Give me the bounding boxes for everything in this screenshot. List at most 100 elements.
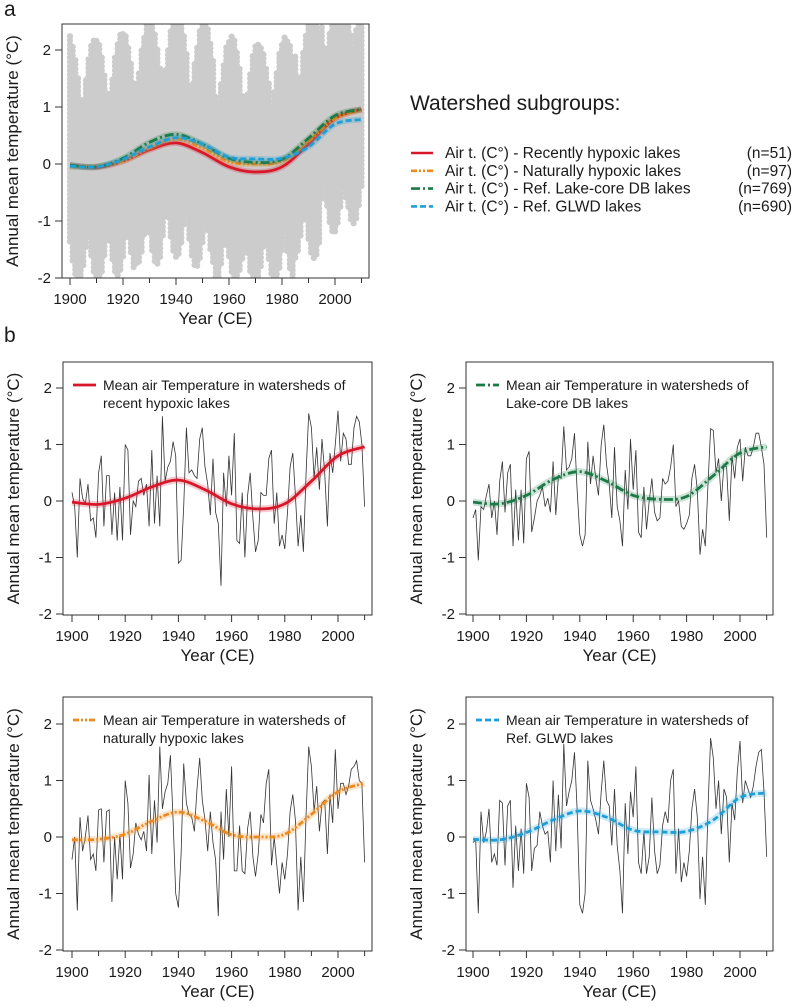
legend-entry: Air t. (C°) - Recently hypoxic lakes (n=5… <box>411 145 792 162</box>
scatter-point <box>72 65 79 72</box>
scatter-point <box>233 49 240 56</box>
scatter-point <box>154 55 161 62</box>
scatter-point <box>154 50 161 58</box>
scatter-point <box>340 0 346 1</box>
scatter-point <box>335 0 341 4</box>
scatter-point <box>74 92 82 99</box>
legend-label: Air t. (C°) - Ref. GLWD lakes <box>445 198 641 215</box>
scatter-point <box>101 239 108 246</box>
scatter-point <box>337 7 343 13</box>
scatter-point <box>335 2 341 8</box>
scatter-point <box>98 63 105 70</box>
scatter-point <box>332 0 338 4</box>
scatter-point <box>151 35 158 43</box>
scatter-point <box>101 81 108 88</box>
scatter-point <box>135 254 142 261</box>
scatter-point <box>332 15 338 21</box>
scatter-point <box>125 45 132 52</box>
scatter-point <box>159 219 166 226</box>
scatter-point <box>311 16 317 22</box>
scatter-point <box>159 223 166 230</box>
scatter-point <box>340 16 346 22</box>
legend-watershed-subgroups: Watershed subgroups: Air t. (C°) - Recen… <box>410 92 792 215</box>
scatter-point <box>340 12 346 18</box>
scatter-point <box>335 10 341 16</box>
scatter-point <box>130 80 137 87</box>
scatter-point <box>96 46 103 53</box>
scatter-point <box>127 69 134 76</box>
scatter-point <box>343 10 349 16</box>
scatter-point <box>101 247 108 254</box>
scatter-point <box>337 0 343 5</box>
scatter-point <box>210 57 217 65</box>
scatter-point <box>72 57 79 64</box>
scatter-point <box>74 75 82 82</box>
scatter-point <box>214 277 218 278</box>
scatter-point <box>154 260 161 267</box>
scatter-point <box>236 65 243 73</box>
scatter-point <box>176 16 182 22</box>
scatter-point <box>154 46 161 53</box>
scatter-point <box>335 6 341 12</box>
scatter-point <box>157 69 164 77</box>
scatter-point <box>340 4 346 10</box>
scatter-point <box>72 69 79 77</box>
scatter-point <box>66 33 74 40</box>
scatter-point <box>340 0 346 6</box>
scatter-point <box>204 26 211 33</box>
scatter-point <box>176 11 182 17</box>
scatter-point <box>308 14 314 20</box>
panel-letter-a: a <box>4 0 16 21</box>
scatter-point <box>265 80 272 87</box>
scatter-point <box>286 42 293 50</box>
scatter-point <box>151 31 158 38</box>
scatter-point <box>130 84 137 91</box>
scatter-point <box>321 45 328 52</box>
scatter-point <box>69 48 76 55</box>
scatter-point <box>114 272 121 278</box>
scatter-point <box>250 280 256 286</box>
scatter-point <box>141 222 148 229</box>
scatter-point <box>82 239 89 246</box>
scatter-point <box>101 72 108 79</box>
scatter-point <box>127 73 134 80</box>
scatter-point <box>141 218 148 225</box>
scatter-point <box>239 93 246 100</box>
legend-entry: Air t. (C°) - Naturally hypoxic lakes (n=… <box>411 163 792 180</box>
scatter-point <box>329 10 335 16</box>
scatter-point <box>66 37 74 44</box>
scatter-points <box>66 0 365 286</box>
scatter-point <box>101 85 108 92</box>
panel-letter-b: b <box>4 324 16 347</box>
scatter-point <box>157 249 164 256</box>
scatter-point <box>257 45 264 52</box>
scatter-point <box>157 240 164 248</box>
legend-entry: Air t. (C°) - Ref. Lake-core DB lakes (n=… <box>411 181 792 198</box>
legend-label: Air t. (C°) - Ref. Lake-core DB lakes <box>445 181 691 198</box>
scatter-point <box>101 76 108 83</box>
scatter-point <box>98 58 105 65</box>
legend-count: (n=690) <box>738 198 792 215</box>
scatter-point <box>98 259 105 266</box>
legend-title: Watershed subgroups: <box>410 92 621 115</box>
legend-entry: Air t. (C°) - Ref. GLWD lakes (n=690) <box>411 198 792 215</box>
scatter-point <box>146 16 152 22</box>
scatter-point <box>157 65 164 72</box>
scatter-point <box>149 24 156 27</box>
scatter-point <box>157 253 164 260</box>
scatter-point <box>173 10 179 16</box>
scatter-point <box>332 6 338 12</box>
scatter-point <box>340 8 346 14</box>
legend-count: (n=97) <box>747 163 792 180</box>
scatter-point <box>335 15 341 21</box>
scatter-point <box>318 24 325 31</box>
legend-count: (n=51) <box>747 145 792 162</box>
scatter-point <box>159 232 166 239</box>
scatter-point <box>77 267 84 275</box>
scatter-point <box>125 49 132 56</box>
scatter-point <box>122 234 129 241</box>
scatter-point <box>332 10 338 16</box>
scatter-point <box>311 11 317 17</box>
scatter-point <box>343 2 349 8</box>
